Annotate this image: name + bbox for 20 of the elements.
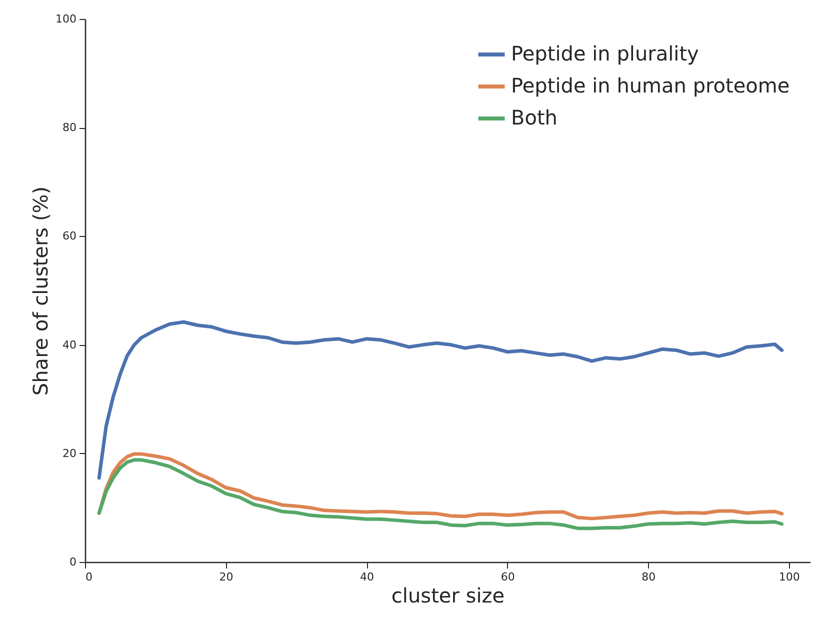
line-series — [97, 452, 784, 520]
y-tick-label: 60 — [62, 230, 76, 243]
x-tick-label: 20 — [219, 570, 234, 584]
y-axis-title: Share of clusters (%) — [28, 186, 53, 396]
y-tick-label: 20 — [62, 446, 76, 460]
y-tick-label: 100 — [56, 12, 76, 26]
x-tick-label: 0 — [86, 570, 92, 584]
x-tick-label: 80 — [642, 570, 656, 584]
y-tick-label: 0 — [70, 556, 76, 568]
legend-label: Peptide in plurality — [511, 42, 700, 66]
legend-label: Both — [511, 106, 558, 130]
x-tick-label: 60 — [500, 570, 515, 584]
line-series — [97, 320, 784, 480]
line-series — [97, 458, 784, 530]
x-axis-title: cluster size — [391, 584, 505, 608]
y-tick-label: 80 — [62, 121, 76, 134]
x-tick-label: 100 — [778, 570, 800, 584]
x-tick-label: 40 — [360, 570, 374, 584]
y-tick-label: 40 — [62, 338, 76, 352]
legend-label: Peptide in human proteome — [511, 74, 790, 98]
